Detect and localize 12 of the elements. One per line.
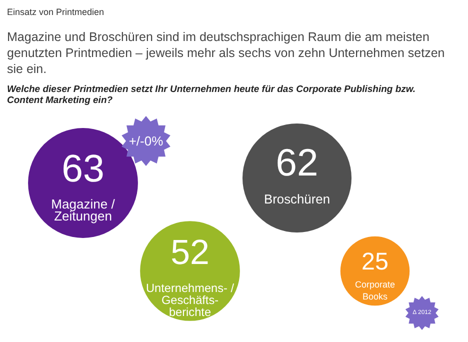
text: Einsatz von Printmedien [7,7,104,17]
text: +/-0% [128,134,164,148]
text: Welche dieser Printmedien setzt Ihr Unternehmen heute für das Corporate Publishing bzw. Content Marketing ein? [7,84,417,106]
text: Magazine und Broschüren sind im deutschsprachigen Raum die am meisten genutzten Printmedien – jeweils mehr als sechs von zehn Unternehmen setzen sie ein. [7,29,446,77]
data-label: 63 [62,147,104,190]
data-label: 52 [170,233,210,272]
category-label: Corporate Books [354,280,396,302]
data-label: 25 [362,248,388,276]
category-label: Broschüren [264,192,330,207]
data-label: 62 [276,141,318,184]
category-label: Magazine / Zeitungen [51,196,116,224]
category-label: Unternehmens- / Geschäfts- berichte [146,280,235,319]
